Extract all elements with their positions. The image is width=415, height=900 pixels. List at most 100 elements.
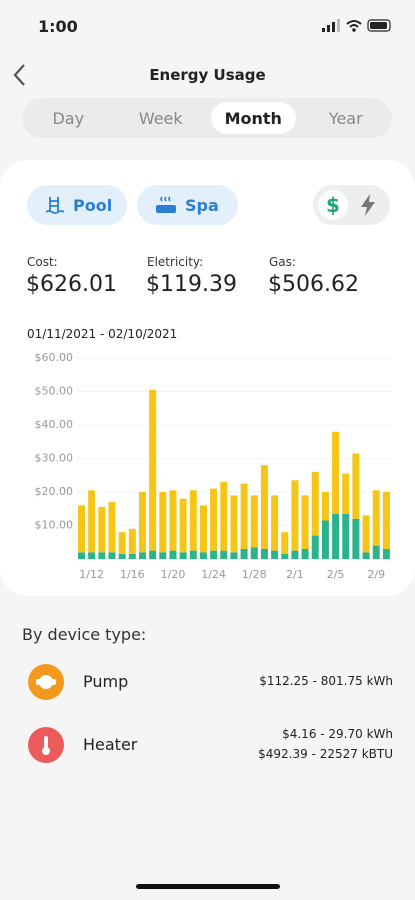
filter-label: Pool — [73, 195, 113, 215]
bar-segment — [149, 389, 157, 551]
y-tick-label: $50.00 — [35, 385, 74, 398]
bar-segment — [88, 552, 96, 559]
bar-segment — [311, 471, 319, 536]
bar-segment — [189, 550, 197, 559]
filter-label: Spa — [185, 195, 219, 215]
x-tick-label: 2/1 — [286, 568, 304, 581]
bar-segment — [250, 495, 258, 548]
x-tick-label: 2/9 — [367, 568, 385, 581]
energy-toggle[interactable] — [358, 193, 378, 217]
summary-value: $119.39 — [146, 272, 237, 297]
bar-segment — [78, 552, 85, 559]
summary-label: Cost: — [27, 255, 58, 269]
x-tick-label: 1/24 — [201, 568, 226, 581]
tab[interactable]: Month — [211, 102, 296, 134]
bar-segment — [210, 550, 218, 559]
bar-segment — [159, 552, 167, 559]
device-icon — [28, 727, 64, 763]
pump-glyph — [36, 675, 56, 689]
summary-value: $626.01 — [26, 272, 117, 297]
y-tick-label: $40.00 — [35, 418, 74, 431]
bar-segment — [78, 505, 85, 553]
x-tick-label: 1/28 — [242, 568, 267, 581]
summary-value: $506.62 — [268, 272, 359, 297]
bar-segment — [382, 492, 390, 549]
bar-segment — [230, 495, 238, 553]
bar-segment — [128, 553, 136, 559]
bar-segment — [311, 535, 319, 559]
bar-segment — [271, 550, 279, 559]
bar-segment — [301, 548, 309, 559]
device-detail: $112.25 - 801.75 kWh — [259, 674, 393, 688]
bar-segment — [352, 518, 360, 559]
bar-segment — [169, 550, 177, 559]
bar-segment — [321, 520, 329, 559]
bar-segment — [179, 498, 187, 553]
device-detail: $4.16 - 29.70 kWh — [282, 727, 393, 741]
bar-segment — [321, 492, 329, 521]
y-tick-label: $20.00 — [35, 485, 74, 498]
bar-segment — [230, 552, 238, 559]
bar-segment — [271, 495, 279, 551]
bar-segment — [108, 502, 116, 553]
bar-segment — [220, 481, 228, 551]
bar-segment — [372, 545, 380, 559]
bar-segment — [240, 483, 248, 549]
section-title: By device type: — [22, 625, 147, 644]
bar-segment — [138, 552, 146, 559]
tab[interactable]: Day — [52, 108, 85, 128]
bar-segment — [118, 553, 126, 559]
tab-bar: Day Week Month Year — [22, 98, 392, 138]
bar-segment — [362, 515, 370, 553]
summary-label: Eletricity: — [147, 255, 204, 269]
bar-segment — [342, 513, 350, 559]
bar-segment — [260, 465, 268, 549]
cost-toggle[interactable]: $ — [318, 190, 348, 220]
summary-label: Gas: — [269, 255, 296, 269]
bar-segment — [138, 492, 146, 553]
bar-segment — [362, 552, 370, 559]
bar-segment — [118, 532, 126, 554]
bar-segment — [128, 528, 136, 554]
device-name: Pump — [83, 672, 129, 691]
bar-segment — [250, 547, 258, 559]
tab[interactable]: Week — [138, 108, 183, 128]
bar-segment — [281, 553, 289, 559]
bar-segment — [149, 550, 157, 559]
bar-segment — [199, 552, 207, 559]
device-name: Heater — [83, 735, 138, 754]
bar-segment — [179, 552, 187, 559]
bar-segment — [332, 513, 340, 559]
bar-segment — [210, 488, 218, 551]
pool-icon — [45, 197, 65, 214]
bar-segment — [352, 453, 360, 519]
y-tick-label: $30.00 — [35, 452, 74, 465]
x-tick-label: 2/5 — [327, 568, 345, 581]
y-tick-label: $60.00 — [35, 351, 74, 364]
home-indicator — [136, 884, 280, 889]
bar-segment — [281, 532, 289, 554]
status-icons — [322, 19, 391, 32]
date-range: 01/11/2021 - 02/10/2021 — [27, 327, 178, 341]
spa-icon — [156, 196, 176, 213]
chart: $10.00 $20.00 $30.00 $40.00 $50.00 $60.00 1/12… — [35, 351, 392, 581]
status-time: 1:00 — [38, 17, 78, 36]
bar-segment — [240, 548, 248, 559]
bar-segment — [301, 495, 309, 549]
bar-segment — [98, 552, 106, 559]
bar-segment — [291, 550, 299, 559]
bar-segment — [342, 473, 350, 514]
bar-segment — [88, 490, 96, 553]
tab[interactable]: Year — [328, 108, 363, 128]
bar-segment — [220, 550, 228, 559]
bar-segment — [382, 548, 390, 559]
bar-segment — [199, 505, 207, 553]
bar-segment — [98, 507, 106, 553]
bar-segment — [372, 490, 380, 546]
spa-filter[interactable]: Spa — [137, 185, 238, 225]
back-button[interactable] — [10, 62, 30, 88]
bar-segment — [169, 490, 177, 551]
device-icon — [28, 664, 64, 700]
pool-filter[interactable]: Pool — [27, 185, 127, 225]
